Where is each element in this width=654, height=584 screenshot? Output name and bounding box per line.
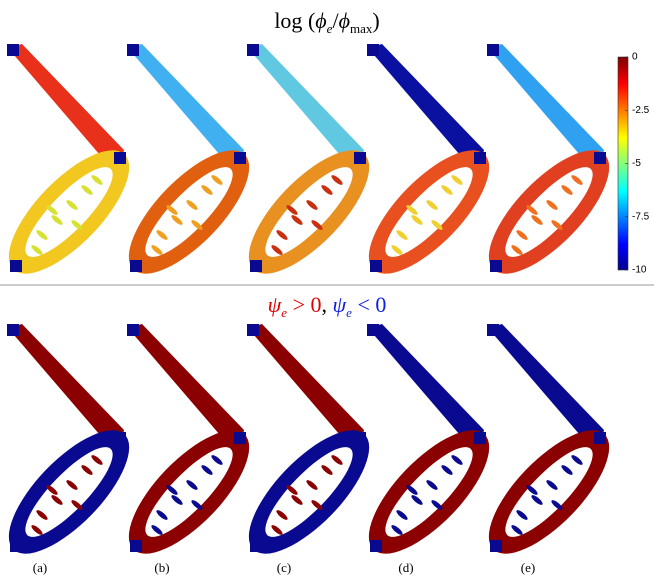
structure xyxy=(350,44,507,292)
bar xyxy=(8,44,124,168)
structure xyxy=(110,44,267,292)
support xyxy=(130,260,142,272)
support xyxy=(490,260,502,272)
structure xyxy=(0,44,148,292)
support xyxy=(114,432,126,444)
sym: ϕ xyxy=(339,8,350,33)
paren: ( xyxy=(308,8,315,33)
bar xyxy=(248,324,364,448)
support xyxy=(234,432,246,444)
sym: ψ xyxy=(268,292,282,317)
paren: ) xyxy=(372,8,379,33)
sub: max xyxy=(350,21,373,36)
colorbar-tick-label: -10 xyxy=(632,265,647,276)
bottom-title: ψe > 0, ψe < 0 xyxy=(268,292,387,320)
support xyxy=(474,432,486,444)
rel: < 0 xyxy=(352,292,386,317)
sym: ϕ xyxy=(315,8,326,33)
support xyxy=(250,540,262,552)
colorbar-tick-label: -5 xyxy=(632,158,641,169)
bar xyxy=(368,324,484,448)
bar xyxy=(128,44,244,168)
sym: ψ xyxy=(333,292,347,317)
support xyxy=(367,44,379,56)
panel-label: (c) xyxy=(277,560,291,575)
panel-label: (a) xyxy=(33,560,47,575)
support xyxy=(354,432,366,444)
support xyxy=(10,540,22,552)
support xyxy=(354,152,366,164)
support xyxy=(234,152,246,164)
structure xyxy=(470,44,627,292)
support xyxy=(7,324,19,336)
support xyxy=(594,432,606,444)
structure xyxy=(230,44,387,292)
support xyxy=(127,324,139,336)
colorbar-tick-label: -2.5 xyxy=(632,105,650,116)
top-title: log (ϕe/ϕmax) xyxy=(274,8,379,36)
colorbar-tick-label: 0 xyxy=(632,52,638,63)
bar xyxy=(128,324,244,448)
support xyxy=(127,44,139,56)
bar xyxy=(248,44,364,168)
bar xyxy=(368,44,484,168)
structure xyxy=(350,324,507,572)
support xyxy=(487,44,499,56)
support xyxy=(114,152,126,164)
structure xyxy=(230,324,387,572)
panel-label: (d) xyxy=(398,560,413,575)
colorbar-tick-label: -7.5 xyxy=(632,211,650,222)
support xyxy=(247,324,259,336)
fn: log xyxy=(274,8,302,33)
support xyxy=(490,540,502,552)
support xyxy=(10,260,22,272)
support xyxy=(250,260,262,272)
panel-label: (e) xyxy=(521,560,535,575)
structure xyxy=(470,324,627,572)
support xyxy=(367,324,379,336)
structure xyxy=(0,324,148,572)
support xyxy=(130,540,142,552)
support xyxy=(594,152,606,164)
comma: , xyxy=(322,292,333,317)
bar xyxy=(488,44,604,168)
support xyxy=(370,540,382,552)
panel-label: (b) xyxy=(154,560,169,575)
support xyxy=(370,260,382,272)
bar xyxy=(8,324,124,448)
support xyxy=(247,44,259,56)
structure xyxy=(110,324,267,572)
figure: log (ϕe/ϕmax) ψe > 0, ψe < 0 0 -2.5 -5 -7.5… xyxy=(0,0,654,579)
support xyxy=(474,152,486,164)
bar xyxy=(488,324,604,448)
support xyxy=(487,324,499,336)
rel: > 0 xyxy=(287,292,321,317)
support xyxy=(7,44,19,56)
